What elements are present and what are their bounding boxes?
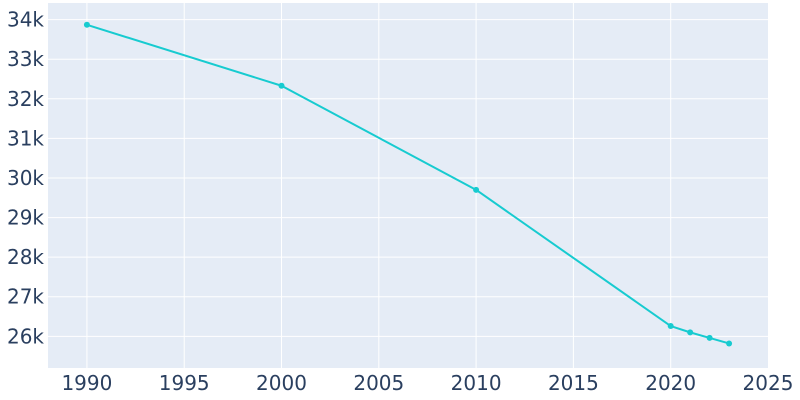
x-tick-label: 2000 xyxy=(256,371,307,395)
data-point xyxy=(726,340,733,347)
gridlines xyxy=(48,3,768,368)
data-point xyxy=(473,186,480,193)
x-tick-label: 2010 xyxy=(451,371,502,395)
y-tick-label: 32k xyxy=(7,87,44,111)
x-tick-label: 2005 xyxy=(353,371,404,395)
x-tick-label: 2020 xyxy=(645,371,696,395)
y-tick-label: 34k xyxy=(7,8,44,32)
x-tick-label: 1990 xyxy=(61,371,112,395)
data-point xyxy=(687,329,694,336)
data-point xyxy=(278,82,285,89)
y-tick-label: 29k xyxy=(7,206,44,230)
plot-area xyxy=(48,3,768,368)
y-tick-label: 33k xyxy=(7,47,44,71)
y-tick-label: 30k xyxy=(7,166,44,190)
x-tick-label: 1995 xyxy=(159,371,210,395)
y-tick-label: 28k xyxy=(7,245,44,269)
y-tick-label: 26k xyxy=(7,324,44,348)
x-tick-label: 2015 xyxy=(548,371,599,395)
y-tick-label: 31k xyxy=(7,126,44,150)
series-layer xyxy=(83,21,733,347)
data-point xyxy=(83,21,90,28)
data-point xyxy=(706,334,713,341)
x-axis-ticks: 1990 1995 2000 2005 2010 2015 2020 2025 xyxy=(61,371,793,395)
x-tick-label: 2025 xyxy=(743,371,794,395)
y-axis-ticks: 26k 27k 28k 29k 30k 31k 32k 33k 34k xyxy=(7,8,44,349)
y-tick-label: 27k xyxy=(7,285,44,309)
data-point xyxy=(667,323,674,330)
